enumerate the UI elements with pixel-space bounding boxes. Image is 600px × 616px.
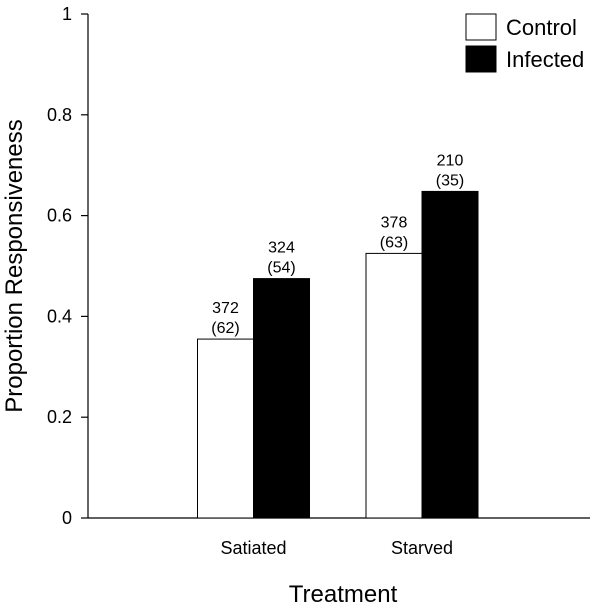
y-ticks: 0 0.2 0.4 0.6 0.8 1 (47, 4, 88, 528)
y-tick-label: 0.4 (47, 306, 72, 326)
data-label-responsive: (35) (436, 172, 464, 189)
bars (197, 190, 479, 519)
data-label-responsive: (63) (380, 234, 408, 251)
bar-control-satiated (197, 338, 254, 519)
x-category-label-starved: Starved (391, 538, 453, 558)
y-tick-label: 1 (62, 4, 72, 24)
data-label-count: 324 (268, 240, 295, 257)
axes (87, 14, 590, 519)
legend-label-control: Control (506, 15, 577, 40)
data-label-count: 378 (381, 214, 408, 231)
y-tick-label: 0.8 (47, 105, 72, 125)
legend-swatch-infected (465, 45, 497, 73)
x-category-label-satiated: Satiated (220, 538, 286, 558)
bar-infected-starved (421, 190, 479, 519)
data-label-responsive: (62) (211, 320, 239, 337)
y-axis-label: Proportion Responsiveness (1, 119, 28, 413)
legend: Control Infected (465, 13, 584, 73)
data-label-count: 372 (212, 300, 239, 317)
y-tick-label: 0 (62, 508, 72, 528)
y-tick-label: 0.2 (47, 407, 72, 427)
data-labels: 372 (62) 324 (54) 378 (63) 210 (35) (211, 152, 464, 337)
legend-label-infected: Infected (506, 47, 584, 72)
data-label-responsive: (54) (267, 260, 295, 277)
x-category-labels: Satiated Starved (220, 538, 453, 558)
y-tick-label: 0.6 (47, 206, 72, 226)
data-label-count: 210 (437, 152, 464, 169)
bar-control-starved (365, 252, 423, 519)
bar-infected-satiated (253, 278, 310, 519)
x-axis-label: Treatment (289, 581, 398, 608)
legend-swatch-control (465, 13, 497, 41)
